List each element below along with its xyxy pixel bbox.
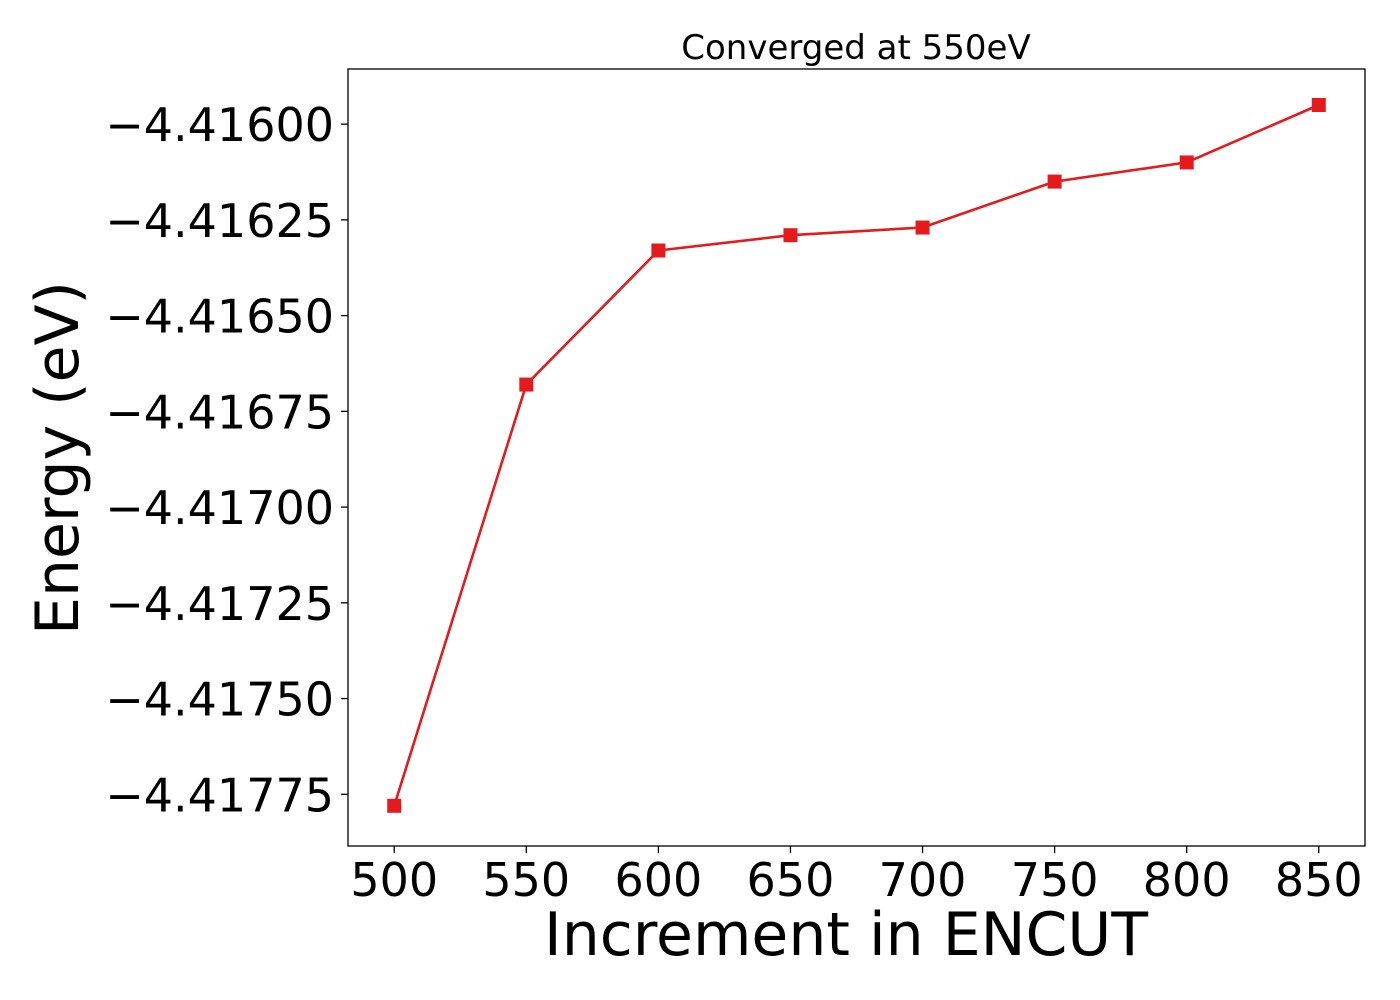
data-point-marker bbox=[387, 798, 402, 813]
x-tick-label: 700 bbox=[879, 853, 967, 907]
chart-title: Converged at 550eV bbox=[681, 28, 1030, 68]
data-point-marker bbox=[783, 228, 798, 243]
x-tick-label: 600 bbox=[614, 853, 702, 907]
data-point-marker bbox=[519, 377, 534, 392]
data-point-marker bbox=[1311, 97, 1326, 112]
x-axis-label: Increment in ENCUT bbox=[544, 900, 1148, 970]
y-tick-label: −4.41625 bbox=[105, 194, 334, 248]
x-tick-label: 850 bbox=[1275, 853, 1363, 907]
data-point-marker bbox=[1047, 174, 1062, 189]
y-tick-label: −4.41725 bbox=[105, 577, 334, 631]
y-tick-label: −4.41675 bbox=[105, 385, 334, 439]
energy-series-line bbox=[392, 103, 1320, 807]
energy-series-markers bbox=[387, 97, 1326, 813]
x-tick-label: 500 bbox=[350, 853, 438, 907]
y-axis: −4.41600 −4.41625 −4.41650 −4.41675 −4.41700… bbox=[105, 98, 348, 822]
y-tick-label: −4.41700 bbox=[105, 481, 334, 535]
x-tick-label: 550 bbox=[482, 853, 570, 907]
x-tick-label: 650 bbox=[747, 853, 835, 907]
y-tick-label: −4.41775 bbox=[105, 768, 334, 822]
y-axis-label: Energy (eV) bbox=[23, 281, 93, 635]
data-point-marker bbox=[1179, 155, 1194, 170]
y-tick-label: −4.41600 bbox=[105, 98, 334, 152]
data-point-marker bbox=[651, 243, 666, 258]
y-tick-label: −4.41650 bbox=[105, 290, 334, 344]
x-tick-label: 750 bbox=[1011, 853, 1099, 907]
y-tick-label: −4.41750 bbox=[105, 673, 334, 727]
data-point-marker bbox=[915, 220, 930, 235]
x-axis: 500 550 600 650 700 750 800 850 bbox=[350, 846, 1363, 907]
plot-area-frame bbox=[347, 68, 1366, 847]
x-tick-label: 800 bbox=[1143, 853, 1231, 907]
